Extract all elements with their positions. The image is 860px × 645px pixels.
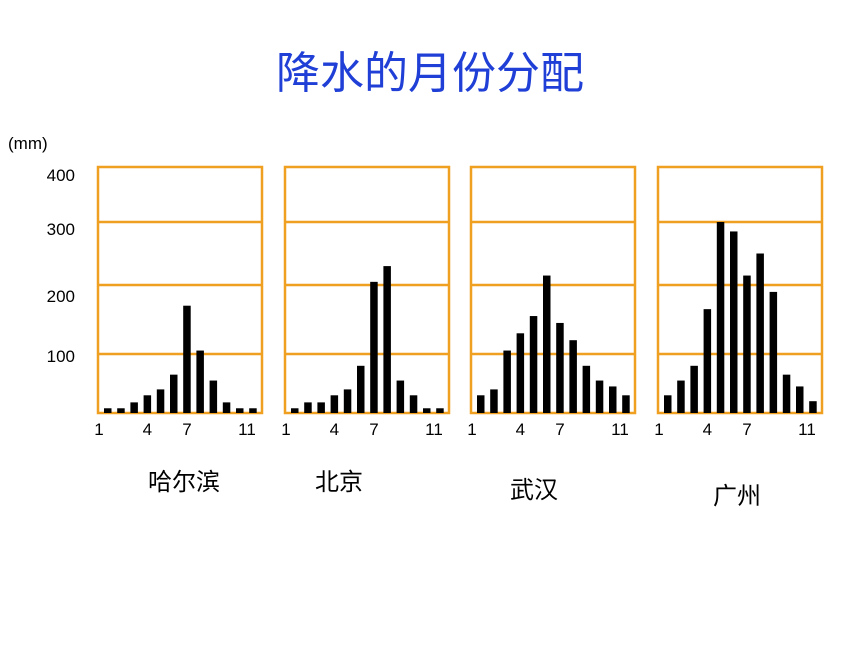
bar-month-8	[383, 266, 391, 413]
bar-month-10	[782, 374, 791, 413]
bar-month-7	[556, 322, 564, 413]
x-tick-label: 11	[798, 420, 816, 439]
bar-month-5	[343, 389, 352, 413]
bar-month-12	[809, 401, 817, 413]
bar-month-4	[516, 333, 525, 413]
city-label: 哈尔滨	[148, 468, 220, 496]
chart-svg-1	[96, 165, 264, 415]
x-tick-label: 4	[142, 420, 153, 439]
bar-month-10	[409, 395, 418, 413]
bar-month-12	[436, 408, 444, 413]
city-label: 广州	[713, 482, 761, 510]
bar-month-9	[582, 365, 591, 413]
x-tick-label: 4	[329, 420, 340, 439]
bar-month-8	[196, 350, 204, 413]
bar-month-7	[370, 281, 378, 413]
y-axis-unit-label: (mm)	[8, 134, 48, 153]
bar-month-2	[490, 389, 498, 413]
bar-month-7	[183, 305, 191, 413]
y-tick-label-300: 300	[46, 220, 75, 239]
chart-frame	[96, 165, 264, 415]
bar-month-6	[357, 365, 365, 413]
x-tick-label: 4	[702, 420, 713, 439]
bar-month-4	[143, 395, 152, 413]
x-tick-label: 4	[515, 420, 526, 439]
y-tick-label-100: 100	[46, 347, 75, 366]
bar-month-8	[569, 340, 577, 413]
bar-month-10	[595, 380, 604, 413]
bar-month-5	[716, 222, 725, 413]
bar-month-7	[743, 275, 751, 413]
x-tick-label: 11	[425, 420, 443, 439]
bar-month-9	[769, 291, 778, 413]
bar-month-12	[622, 395, 630, 413]
bar-month-3	[317, 402, 325, 413]
y-tick-label-400: 400	[46, 166, 75, 185]
chart-svg-4	[656, 165, 824, 415]
bar-month-6	[543, 275, 551, 413]
bar-month-12	[249, 408, 257, 413]
bar-month-1	[291, 408, 299, 413]
bar-month-11	[796, 386, 804, 413]
x-tick-label: 7	[742, 420, 752, 439]
page-title: 降水的月份分配	[276, 48, 584, 99]
chart-panel-1	[96, 165, 264, 415]
chart-panel-4	[656, 165, 824, 415]
x-tick-label: 1	[281, 420, 291, 439]
x-tick-label: 1	[654, 420, 664, 439]
bar-month-1	[104, 408, 112, 413]
city-label: 北京	[315, 468, 363, 496]
y-tick-label-200: 200	[46, 287, 75, 306]
chart-frame	[656, 165, 824, 415]
bar-month-11	[609, 386, 617, 413]
x-tick-label: 7	[182, 420, 192, 439]
chart-frame	[469, 165, 637, 415]
x-tick-label: 7	[369, 420, 379, 439]
chart-panel-2	[283, 165, 451, 415]
chart-svg-2	[283, 165, 451, 415]
x-tick-label: 1	[467, 420, 477, 439]
chart-svg-3	[469, 165, 637, 415]
bar-month-11	[423, 408, 431, 413]
x-tick-label: 1	[94, 420, 104, 439]
city-label: 武汉	[510, 476, 558, 504]
bar-month-9	[396, 380, 405, 413]
bar-month-2	[304, 402, 312, 413]
x-tick-label: 11	[611, 420, 629, 439]
bar-month-10	[222, 402, 231, 413]
bar-month-2	[677, 380, 685, 413]
bar-month-11	[236, 408, 244, 413]
bar-month-1	[664, 395, 672, 413]
bar-month-1	[477, 395, 485, 413]
bar-month-6	[170, 374, 178, 413]
chart-panel-3	[469, 165, 637, 415]
bar-month-3	[503, 350, 511, 413]
chart-frame	[283, 165, 451, 415]
bar-month-4	[330, 395, 339, 413]
bar-month-5	[529, 316, 538, 413]
bar-month-5	[156, 389, 165, 413]
bar-month-2	[117, 408, 125, 413]
x-tick-label: 7	[555, 420, 565, 439]
x-tick-label: 11	[238, 420, 256, 439]
bar-month-6	[730, 231, 738, 413]
bar-month-3	[130, 402, 138, 413]
bar-month-9	[209, 380, 218, 413]
bar-month-3	[690, 365, 698, 413]
bar-month-4	[703, 309, 712, 413]
bar-month-8	[756, 253, 764, 413]
